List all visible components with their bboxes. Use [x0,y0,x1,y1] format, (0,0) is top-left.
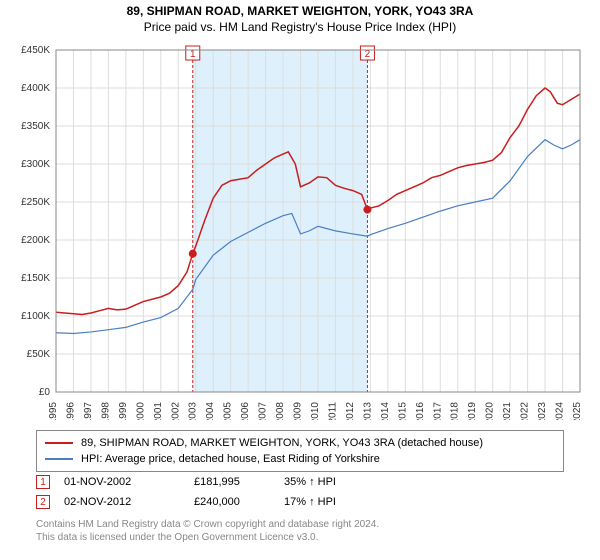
event-marker: 2 [36,495,50,509]
event-row: 1 01-NOV-2002£181,99535% ↑ HPI [36,472,404,492]
footer-line-2: This data is licensed under the Open Gov… [36,531,379,544]
svg-text:2024: 2024 [555,402,566,420]
event-marker: 1 [36,475,50,489]
svg-text:2009: 2009 [293,402,304,420]
svg-text:£400K: £400K [21,83,50,94]
legend-label: 89, SHIPMAN ROAD, MARKET WEIGHTON, YORK,… [81,437,483,449]
svg-text:£250K: £250K [21,197,50,208]
svg-text:2021: 2021 [502,402,513,420]
svg-text:1995: 1995 [48,402,59,420]
svg-text:2013: 2013 [362,402,373,420]
legend-row: 89, SHIPMAN ROAD, MARKET WEIGHTON, YORK,… [45,435,555,451]
svg-text:2000: 2000 [135,402,146,420]
svg-text:2018: 2018 [450,402,461,420]
svg-text:2002: 2002 [170,402,181,420]
page-subtitle: Price paid vs. HM Land Registry's House … [0,20,600,34]
svg-text:2014: 2014 [380,402,391,420]
svg-text:2020: 2020 [485,402,496,420]
svg-text:2004: 2004 [205,402,216,420]
svg-text:2008: 2008 [275,402,286,420]
svg-text:2016: 2016 [415,402,426,420]
svg-text:1997: 1997 [83,402,94,420]
svg-text:2007: 2007 [258,402,269,420]
legend-box: 89, SHIPMAN ROAD, MARKET WEIGHTON, YORK,… [36,430,564,472]
event-price: £181,995 [194,476,284,488]
chart-container: 89, SHIPMAN ROAD, MARKET WEIGHTON, YORK,… [0,0,600,560]
svg-text:1999: 1999 [118,402,129,420]
page-title: 89, SHIPMAN ROAD, MARKET WEIGHTON, YORK,… [0,4,600,18]
event-date: 02-NOV-2012 [64,496,194,508]
svg-text:2011: 2011 [327,402,338,420]
svg-text:2023: 2023 [537,402,548,420]
svg-text:£50K: £50K [27,349,51,360]
legend-swatch [45,458,73,460]
svg-text:2006: 2006 [240,402,251,420]
svg-text:£350K: £350K [21,121,50,132]
svg-text:2003: 2003 [188,402,199,420]
chart-svg: £0 £50K £100K £150K £200K £250K £300K £350K £400… [12,44,588,420]
title-block: 89, SHIPMAN ROAD, MARKET WEIGHTON, YORK,… [0,0,600,34]
event-price: £240,000 [194,496,284,508]
legend-row: HPI: Average price, detached house, East… [45,451,555,467]
svg-text:2: 2 [365,49,371,60]
svg-text:£300K: £300K [21,159,50,170]
svg-text:1996: 1996 [65,402,76,420]
svg-text:£450K: £450K [21,45,50,56]
event-row: 2 02-NOV-2012£240,00017% ↑ HPI [36,492,404,512]
legend-swatch [45,442,73,444]
event-list: 1 01-NOV-2002£181,99535% ↑ HPI 2 02-NOV-201… [36,472,404,512]
svg-text:1998: 1998 [100,402,111,420]
legend-label: HPI: Average price, detached house, East… [81,453,380,465]
event-pct: 35% ↑ HPI [284,476,404,488]
svg-text:£150K: £150K [21,273,50,284]
svg-text:£0: £0 [39,387,51,398]
svg-text:2017: 2017 [432,402,443,420]
svg-text:2001: 2001 [153,402,164,420]
svg-text:2019: 2019 [467,402,478,420]
svg-text:2025: 2025 [572,402,583,420]
svg-text:2022: 2022 [520,402,531,420]
svg-text:2012: 2012 [345,402,356,420]
event-date: 01-NOV-2002 [64,476,194,488]
event-pct: 17% ↑ HPI [284,496,404,508]
svg-text:£200K: £200K [21,235,50,246]
footer-text: Contains HM Land Registry data © Crown c… [36,518,379,544]
svg-text:1: 1 [190,49,196,60]
footer-line-1: Contains HM Land Registry data © Crown c… [36,518,379,531]
svg-text:2005: 2005 [223,402,234,420]
svg-text:2010: 2010 [310,402,321,420]
svg-text:£100K: £100K [21,311,50,322]
svg-text:2015: 2015 [397,402,408,420]
chart-area: £0 £50K £100K £150K £200K £250K £300K £350K £400… [12,44,588,420]
